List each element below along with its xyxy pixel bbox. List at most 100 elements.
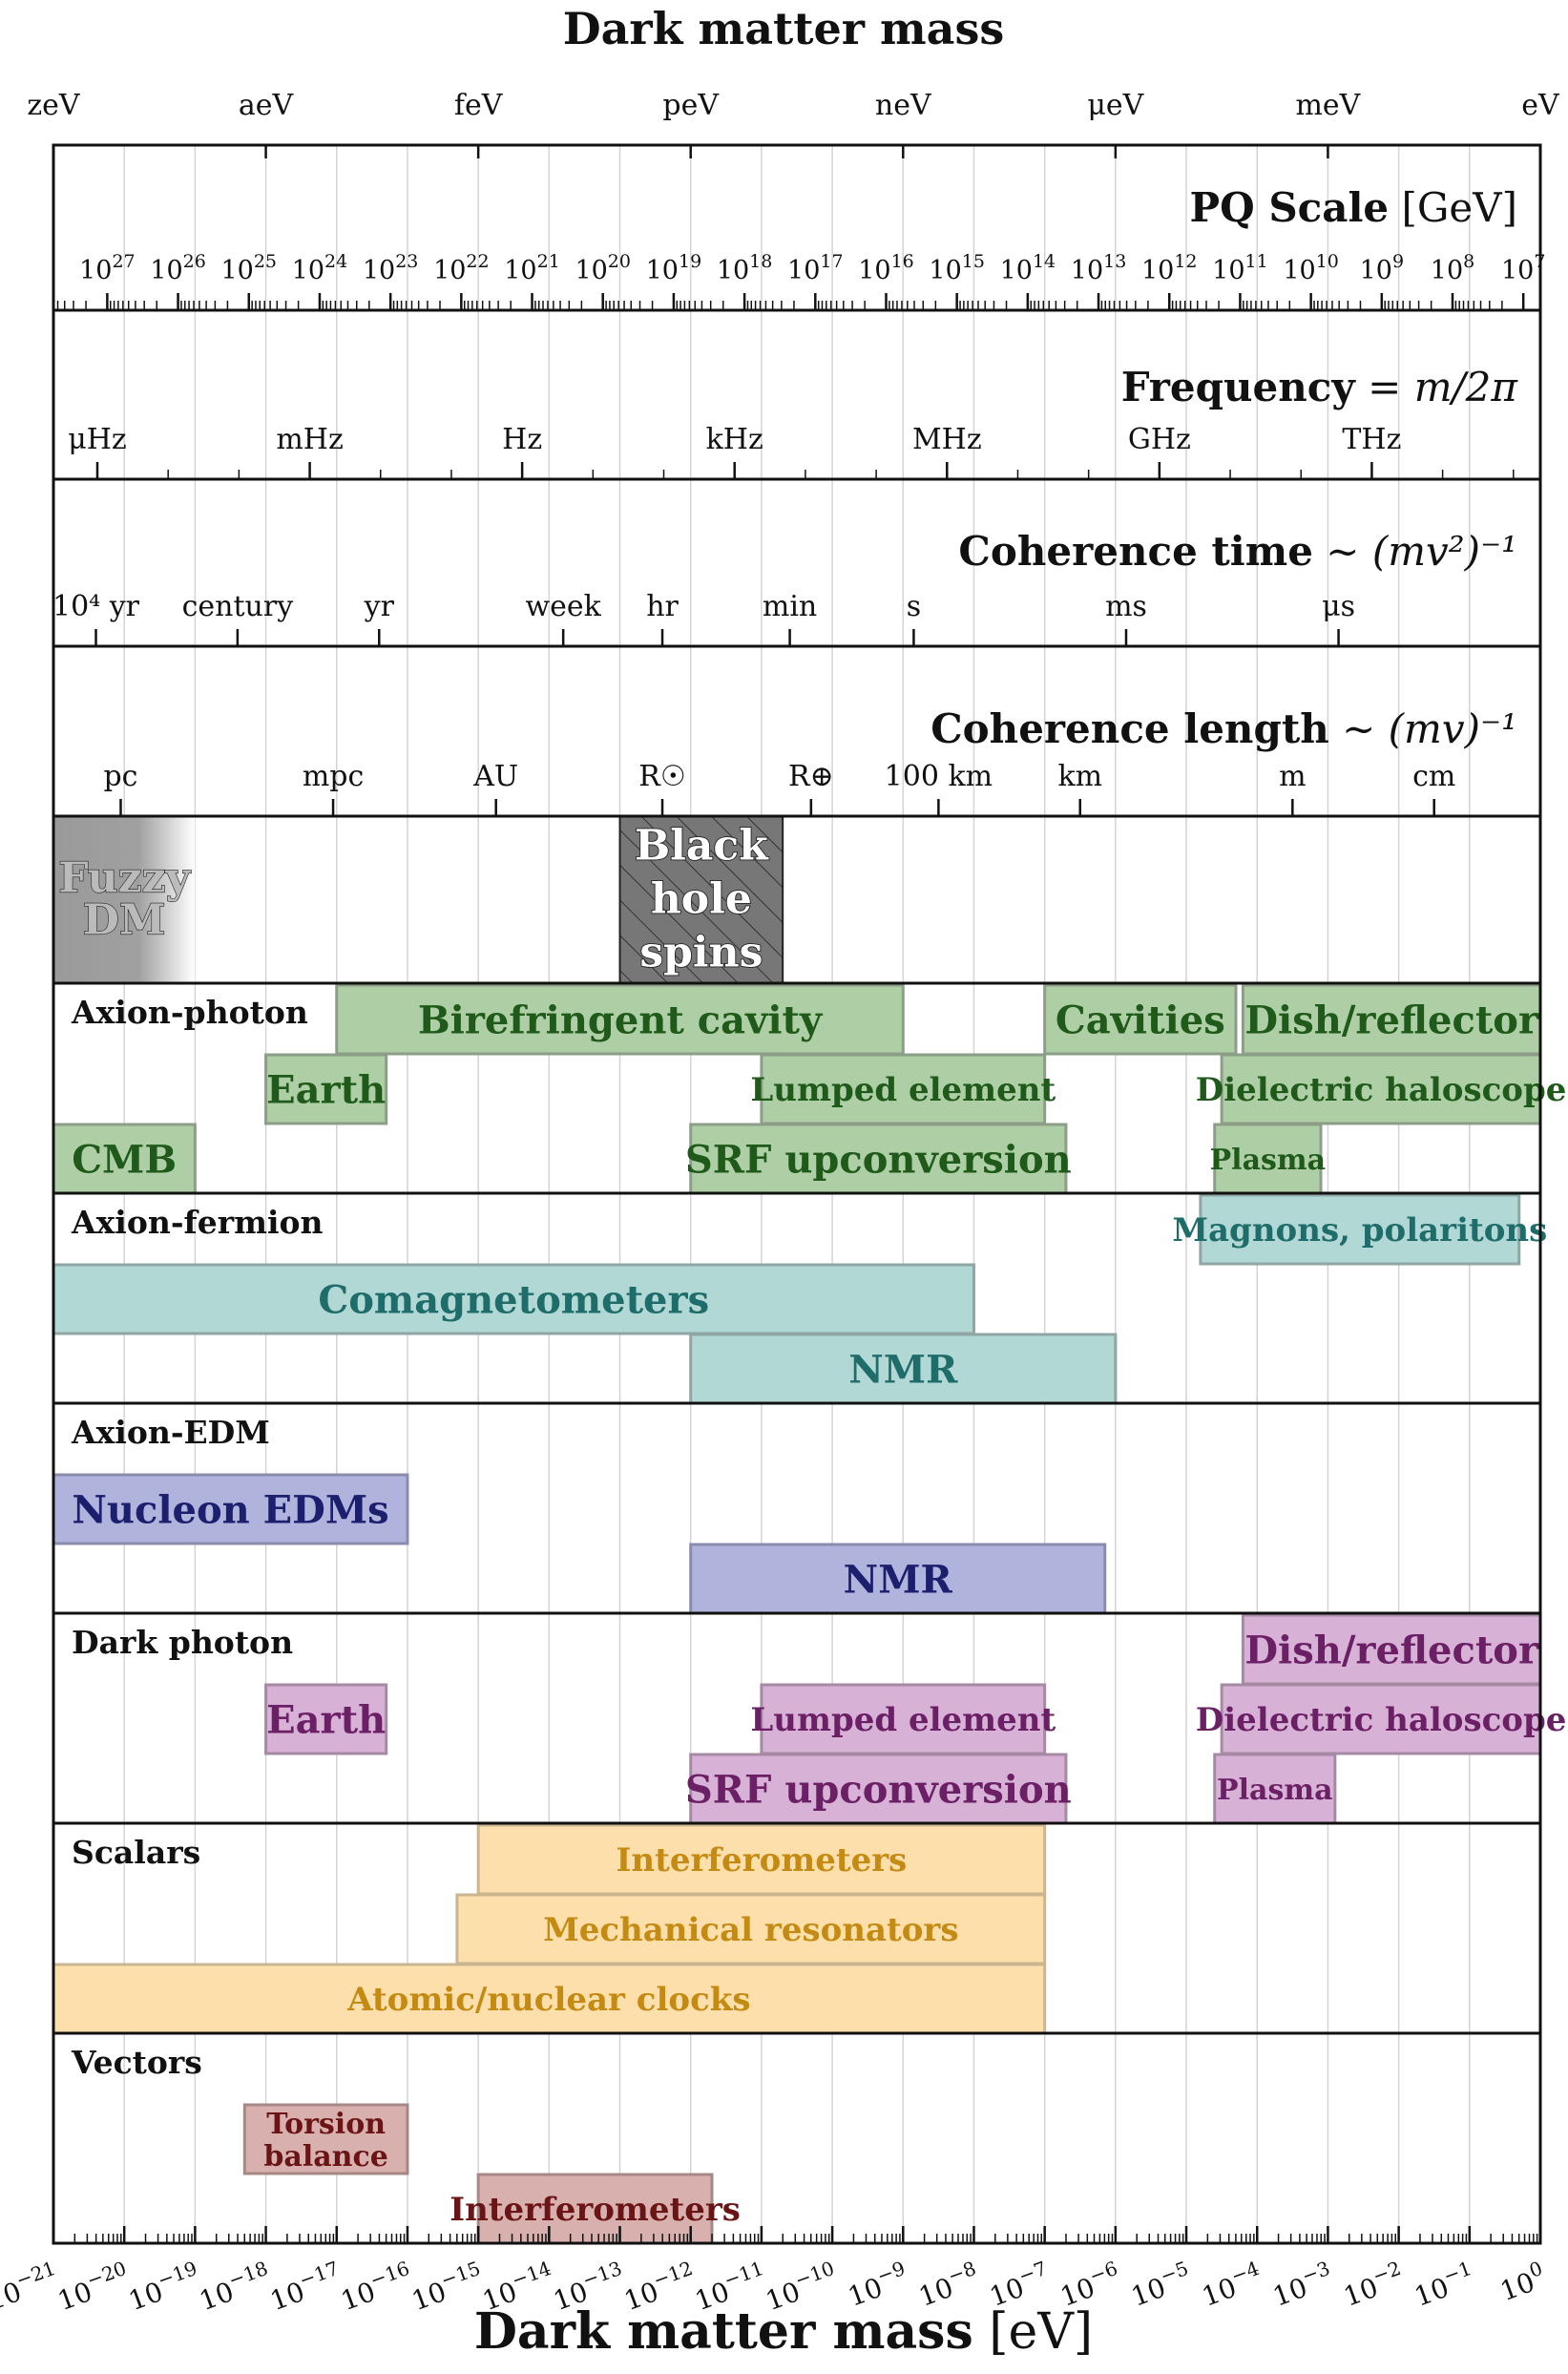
astro-box-fuzzy [53, 816, 196, 983]
constraint-bar-label: Plasma [1217, 1774, 1332, 1807]
constraint-bar-label: Interferometers [449, 2191, 741, 2229]
pq-tick-label: 1015 [929, 251, 985, 285]
title-top: Dark matter mass [563, 3, 1005, 54]
constraint-bar-label: NMR [844, 1557, 953, 1602]
frequency-tick-label: Hz [502, 423, 542, 456]
mass-unit-label: eV [1521, 89, 1560, 122]
pq-tick-label: 1022 [433, 251, 490, 285]
constraint-bar-label: CMB [72, 1137, 177, 1182]
constraint-bar [1199, 1193, 1521, 1266]
constraint-bar [476, 2173, 714, 2245]
constraint-bar-label: Dish/reflector [1244, 998, 1539, 1042]
constraint-bar [689, 1333, 1118, 1405]
coherence_length-tick-label: km [1057, 760, 1102, 793]
pq-panel-title: PQ Scale [GeV] [1190, 184, 1517, 231]
astro-label: hole [651, 875, 752, 924]
coherence_length-tick-label: 100 km [885, 760, 993, 793]
constraint-bar-label: Interferometers [617, 1841, 908, 1880]
coherence_time-tick-label: hr [646, 590, 679, 623]
pq-tick-label: 1025 [220, 251, 277, 285]
coherence_time-tick-label: s [907, 590, 921, 623]
mass-unit-label: meV [1295, 89, 1361, 122]
constraint-bar [335, 983, 905, 1056]
constraint-bar-label: NMR [848, 1347, 958, 1392]
constraint-bar-label: Dish/reflector [1244, 1628, 1539, 1672]
mass-tick-label: 10−1 [1409, 2257, 1480, 2313]
mass-tick-label: 10−20 [52, 2257, 135, 2317]
mass-unit-label: μeV [1087, 89, 1144, 122]
coherence_length-panel-title: Coherence length ∼ (mv)⁻¹ [930, 705, 1517, 752]
pq-tick-label: 108 [1431, 251, 1474, 285]
mass-tick-label: 10−5 [1125, 2257, 1197, 2313]
frequency-tick-label: μHz [68, 423, 126, 456]
constraint-bar-label: Earth [266, 1697, 386, 1742]
pq-tick-label: 1010 [1283, 251, 1339, 285]
constraint-bar-label: Plasma [1210, 1144, 1326, 1177]
mass-unit-label: peV [662, 89, 720, 122]
pq-tick-label: 1018 [717, 251, 773, 285]
section-label: Axion-EDM [71, 1414, 270, 1451]
pq-tick-label: 1027 [79, 251, 136, 285]
pq-tick-label: 109 [1360, 251, 1404, 285]
coherence_time-panel-title: Coherence time ∼ (mv²)⁻¹ [958, 528, 1517, 575]
section-label: Dark photon [72, 1624, 293, 1661]
constraint-bar-label: SRF upconversion [685, 1137, 1072, 1182]
mass-tick-label: 10−4 [1196, 2257, 1267, 2313]
constraint-bar [52, 1473, 409, 1545]
pq-tick-label: 1019 [646, 251, 702, 285]
constraint-bar [760, 1683, 1047, 1755]
mass-tick-label: 10−19 [122, 2257, 205, 2317]
constraint-bar [1213, 1123, 1323, 1195]
constraint-bar [242, 2103, 409, 2175]
mass-unit-label: zeV [27, 89, 81, 122]
coherence_length-tick-label: R⊕ [788, 760, 834, 793]
constraint-bar-label: SRF upconversion [685, 1767, 1072, 1812]
section-label: Scalars [72, 1834, 200, 1871]
frequency-panel-title: Frequency = m/2π [1121, 364, 1519, 410]
coherence_time-tick-label: min [763, 590, 817, 623]
mass-tick-label: 10−3 [1266, 2257, 1338, 2313]
pq-tick-label: 1011 [1212, 251, 1268, 285]
frequency-tick-label: mHz [276, 423, 343, 456]
constraint-bar [1241, 983, 1542, 1056]
coherence_length-tick-label: mpc [303, 760, 364, 793]
coherence_length-tick-label: AU [472, 760, 518, 793]
astro-label: spins [639, 929, 763, 977]
coherence_length-tick-label: pc [103, 760, 137, 793]
pq-tick-label: 1012 [1141, 251, 1198, 285]
astro-label: Fuzzy [58, 854, 191, 903]
coherence_time-tick-label: μs [1322, 590, 1355, 623]
constraint-bar-label: Mechanical resonators [543, 1911, 958, 1949]
constraint-bar-label: Nucleon EDMs [72, 1487, 388, 1532]
constraint-bar-label: balance [263, 2140, 387, 2174]
constraint-bar [264, 1683, 388, 1755]
constraint-bar [52, 1123, 197, 1195]
constraint-bar-label: Cavities [1056, 998, 1225, 1042]
mass-unit-label: feV [454, 89, 504, 122]
frequency-tick-label: GHz [1128, 423, 1191, 456]
coherence_time-tick-label: century [182, 590, 294, 623]
constraint-bar-label: Magnons, polaritons [1172, 1211, 1547, 1250]
constraint-bar [1213, 1753, 1337, 1825]
pq-tick-label: 1021 [504, 251, 560, 285]
mass-tick-label: 10−16 [335, 2257, 418, 2317]
title-bottom: Dark matter mass [eV] [474, 2302, 1093, 2361]
constraint-bar [1241, 1613, 1542, 1686]
frequency-tick-label: kHz [706, 423, 763, 456]
constraint-bar-label: Dielectric haloscope [1196, 1071, 1567, 1109]
coherence_time-tick-label: yr [364, 590, 395, 623]
coherence_length-tick-label: m [1279, 760, 1306, 793]
constraint-bar [52, 1963, 1047, 2035]
constraint-bar-label: Birefringent cavity [418, 998, 824, 1042]
coherence_time-tick-label: 10⁴ yr [52, 590, 140, 623]
pq-tick-label: 1023 [363, 251, 419, 285]
pq-tick-label: 107 [1501, 251, 1545, 285]
mass-unit-label: neV [875, 89, 932, 122]
constraint-bar [760, 1053, 1047, 1125]
astro-label: DM [83, 896, 166, 945]
astro-box-hatch [618, 815, 784, 984]
coherence_length-tick-label: R☉ [638, 760, 685, 793]
coherence_time-tick-label: week [525, 590, 601, 623]
constraint-bar [1043, 983, 1238, 1056]
